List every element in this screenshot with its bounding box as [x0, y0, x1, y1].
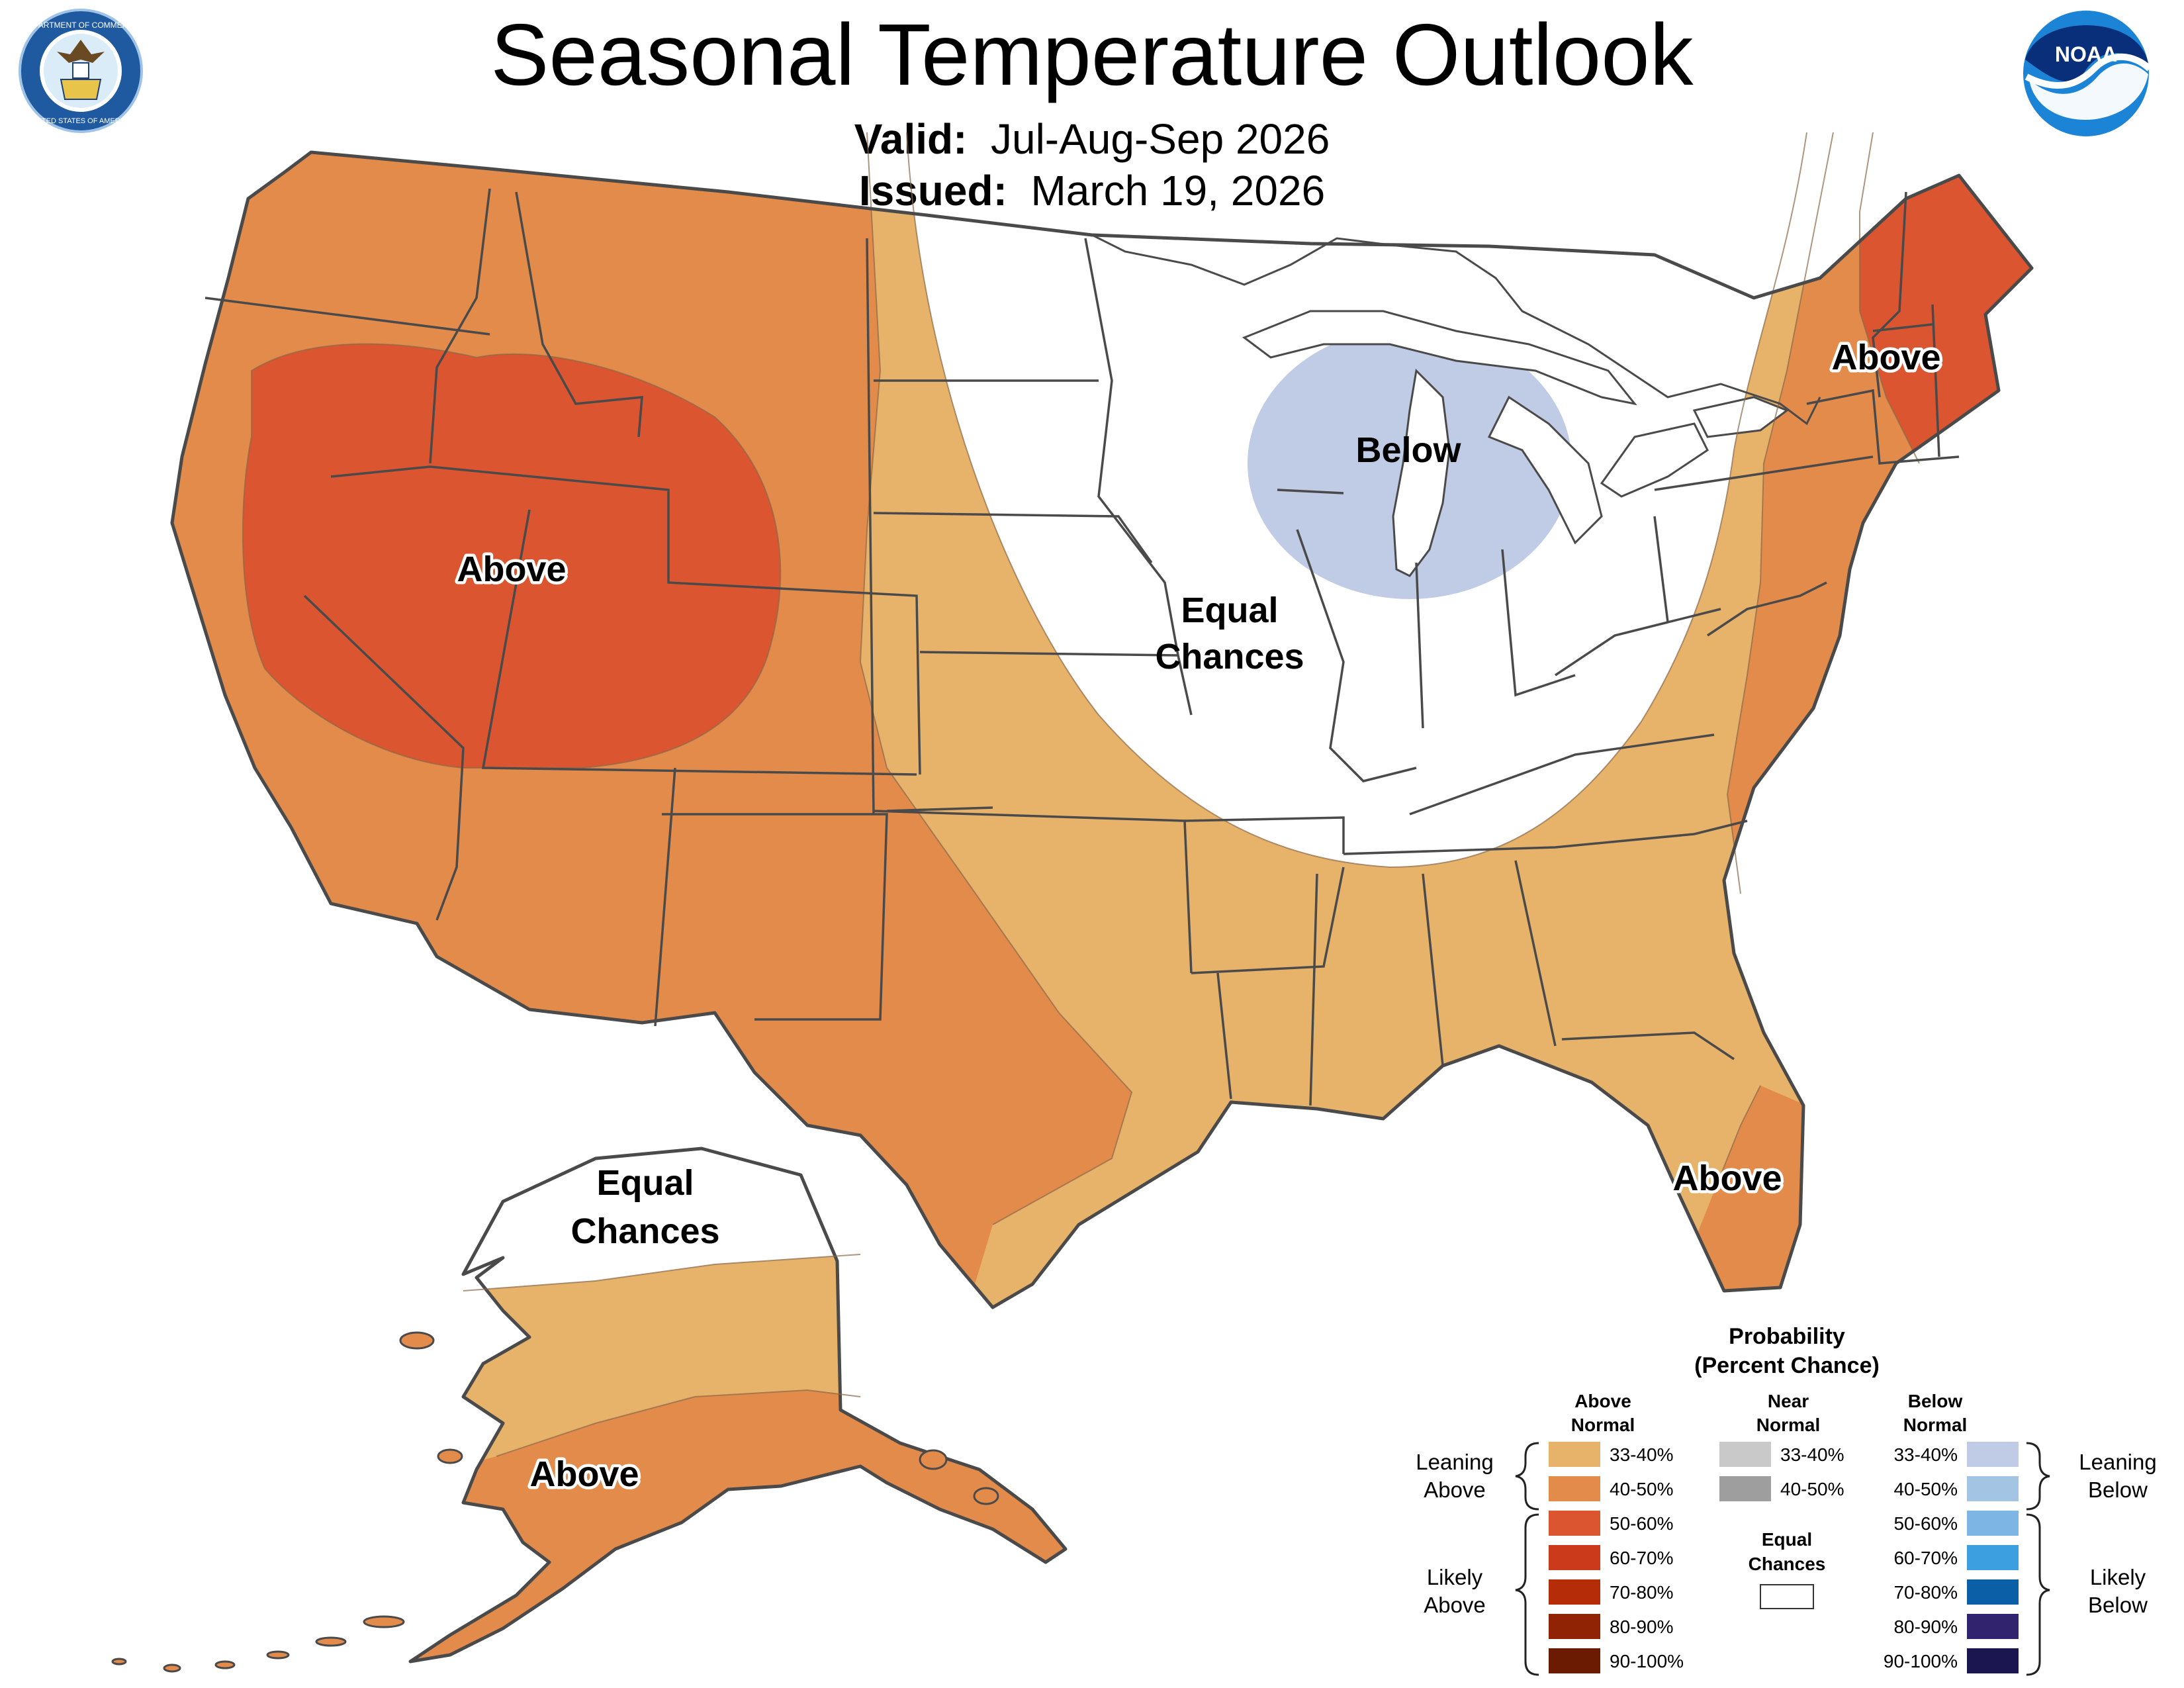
legend-above-swatch-4: [1549, 1579, 1600, 1605]
legend: Probability (Percent Chance) Above Norma…: [1416, 1324, 2157, 1676]
legend-below-swatch-2: [1967, 1511, 2019, 1536]
legend-above-range-label-2: 50-60%: [1610, 1513, 1674, 1534]
valid-line: Valid: Jul-Aug-Sep 2026: [0, 114, 2184, 164]
legend-above-range-label-0: 33-40%: [1610, 1444, 1674, 1465]
legend-near-swatch-1: [1719, 1476, 1771, 1501]
issued-label: Issued:: [858, 167, 1007, 214]
legend-subtitle: (Percent Chance): [1694, 1353, 1880, 1378]
valid-value: Jul-Aug-Sep 2026: [990, 115, 1330, 163]
legend-above-range-label-4: 70-80%: [1610, 1582, 1674, 1603]
legend-equal-swatch: [1760, 1584, 1814, 1609]
label-florida-above: Above: [1672, 1158, 1782, 1198]
legend-below-range-label-3: 60-70%: [1893, 1548, 1958, 1568]
legend-braces: [1515, 1442, 2050, 1676]
legend-near-swatch-0: [1719, 1442, 1771, 1467]
canada-border-context: [1091, 234, 1821, 426]
legend-near-range-label-1: 40-50%: [1780, 1479, 1844, 1499]
legend-below-header-1: Below: [1908, 1391, 1963, 1411]
probability-contours: [242, 132, 1920, 1225]
issued-value: March 19, 2026: [1030, 167, 1326, 214]
label-alaska-above: Above: [529, 1454, 639, 1494]
noaa-logo-icon: NOAA: [2023, 11, 2152, 136]
legend-above-header-1: Above: [1574, 1391, 1631, 1411]
legend-near-range-label-0: 33-40%: [1780, 1444, 1844, 1465]
legend-above-swatch-6: [1549, 1648, 1600, 1673]
legend-below-swatch-0: [1967, 1442, 2019, 1467]
legend-above-header-2: Normal: [1571, 1415, 1635, 1435]
legend-equal-2: Chances: [1749, 1554, 1826, 1574]
legend-likely-below-2: Below: [2088, 1593, 2148, 1617]
legend-above-swatch-2: [1549, 1511, 1600, 1536]
label-central-equal: Equal: [1181, 590, 1278, 630]
seal-text-bottom: UNITED STATES OF AMERICA: [29, 117, 133, 125]
legend-below-range-label-4: 70-80%: [1893, 1582, 1958, 1603]
department-of-commerce-seal-icon: DEPARTMENT OF COMMERCE UNITED STATES OF …: [19, 9, 143, 133]
valid-label: Valid:: [854, 115, 968, 163]
lake-shorelines: [1242, 310, 1790, 577]
conus-coastline: [170, 150, 2034, 1309]
label-alaska-equal: Equal: [596, 1163, 694, 1203]
legend-below-header-2: Normal: [1903, 1415, 1967, 1435]
issued-line: Issued: March 19, 2026: [0, 165, 2184, 216]
alaska-contours: [463, 1254, 861, 1457]
label-northeast-above: Above: [1831, 338, 1940, 377]
legend-likely-below-1: Likely: [2090, 1565, 2146, 1589]
legend-below-range-label-2: 50-60%: [1893, 1513, 1958, 1534]
noaa-logo-text: NOAA: [2055, 42, 2117, 66]
alaska-islands: [111, 1331, 999, 1673]
label-central-chances: Chances: [1155, 637, 1304, 677]
legend-equal-1: Equal: [1762, 1529, 1812, 1550]
legend-above-swatch-3: [1549, 1545, 1600, 1570]
legend-above-range-label-3: 60-70%: [1610, 1548, 1674, 1568]
legend-above-swatch-0: [1549, 1442, 1600, 1467]
legend-leaning-above-2: Above: [1424, 1477, 1486, 1502]
legend-above-range-label-1: 40-50%: [1610, 1479, 1674, 1499]
page-title: Seasonal Temperature Outlook: [490, 6, 1694, 103]
shade-above-50-60-west: [242, 344, 781, 768]
state-boundaries: [205, 188, 1960, 1106]
legend-leaning-below-1: Leaning: [2079, 1450, 2156, 1474]
legend-near-column: 33-40% 40-50%: [1719, 1442, 1844, 1501]
legend-leaning-below-2: Below: [2088, 1477, 2148, 1502]
legend-above-swatch-5: [1549, 1614, 1600, 1639]
legend-leaning-above-1: Leaning: [1416, 1450, 1493, 1474]
legend-likely-above-1: Likely: [1427, 1565, 1483, 1589]
label-great-lakes-below: Below: [1355, 430, 1461, 470]
legend-near-header-2: Normal: [1756, 1415, 1820, 1435]
conus-shading: [172, 152, 2032, 1307]
seal-text-top: DEPARTMENT OF COMMERCE: [23, 21, 139, 30]
label-alaska-chances: Chances: [570, 1211, 719, 1251]
legend-likely-above-2: Above: [1424, 1593, 1486, 1617]
legend-above-range-label-5: 80-90%: [1610, 1617, 1674, 1637]
legend-below-range-label-5: 80-90%: [1893, 1617, 1958, 1637]
legend-below-range-label-1: 40-50%: [1893, 1479, 1958, 1499]
legend-below-column: 33-40% 40-50% 50-60% 60-70% 70-80% 80-90% 90-1…: [1884, 1442, 2019, 1673]
legend-below-swatch-6: [1967, 1648, 2019, 1673]
legend-below-range-label-6: 90-100%: [1884, 1651, 1958, 1671]
legend-above-swatch-1: [1549, 1476, 1600, 1501]
legend-below-range-label-0: 33-40%: [1893, 1444, 1958, 1465]
label-west-above: Above: [457, 549, 566, 589]
legend-below-swatch-4: [1967, 1579, 2019, 1605]
legend-below-swatch-5: [1967, 1614, 2019, 1639]
shade-above-50-60-northeast: [1860, 152, 2032, 477]
legend-near-header-1: Near: [1768, 1391, 1809, 1411]
legend-below-swatch-1: [1967, 1476, 2019, 1501]
legend-above-range-label-6: 90-100%: [1610, 1651, 1684, 1671]
legend-title: Probability: [1729, 1324, 1845, 1349]
legend-above-column: 33-40% 40-50% 50-60% 60-70% 70-80% 80-90% 90-1…: [1549, 1442, 1684, 1673]
legend-below-swatch-3: [1967, 1545, 2019, 1570]
